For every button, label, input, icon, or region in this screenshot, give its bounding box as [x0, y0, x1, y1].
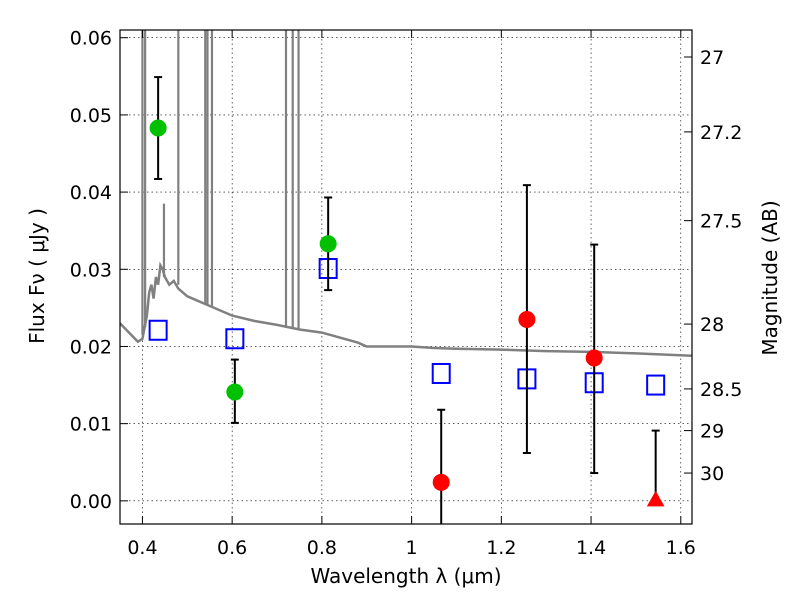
observed-flux-marker [149, 119, 167, 137]
observed-flux-marker [226, 383, 244, 401]
x-tick-label: 0.4 [127, 537, 157, 559]
y-tick-label: 0.01 [70, 414, 112, 436]
axis-ticks: 0.4 0.6 0.8 1 1.2 1.4 1.6 0.00 0.01 0.02 0.03 0.04 0… [70, 28, 743, 559]
grid-lines [120, 30, 692, 524]
model-spectrum [120, 30, 692, 357]
right-tick-label: 27.5 [700, 211, 742, 233]
model-square-marker [646, 374, 666, 396]
y-tick-label: 0.05 [70, 105, 112, 127]
y-tick-label: 0.06 [70, 28, 112, 50]
y-tick-label: 0.04 [70, 182, 112, 204]
upper-limit-triangle-marker [646, 490, 665, 507]
x-axis-label: Wavelength λ (μm) [310, 564, 501, 588]
y-axis-label: Flux Fν ( μJy ) [25, 208, 49, 344]
y-tick-label: 0.02 [70, 336, 112, 358]
x-tick-label: 1.6 [666, 537, 696, 559]
x-tick-label: 1 [406, 537, 418, 559]
observed-flux-marker [432, 473, 450, 491]
data-markers [148, 76, 666, 524]
right-axis-label: Magnitude (AB) [758, 200, 782, 355]
x-tick-label: 1.2 [486, 537, 516, 559]
observed-flux-marker [585, 349, 603, 367]
observed-flux-marker [518, 310, 536, 328]
plot-area-frame [119, 29, 693, 525]
observed-flux-marker [319, 235, 337, 253]
x-tick-label: 1.4 [576, 537, 606, 559]
x-tick-label: 0.8 [307, 537, 337, 559]
right-tick-label: 27 [700, 47, 724, 69]
y-tick-label: 0.00 [70, 491, 112, 513]
right-tick-label: 28 [700, 314, 724, 336]
x-tick-label: 0.6 [217, 537, 247, 559]
right-tick-label: 28.5 [700, 379, 742, 401]
right-tick-label: 27.2 [700, 122, 742, 144]
model-square-marker [225, 328, 245, 350]
right-tick-label: 29 [700, 421, 724, 443]
y-tick-label: 0.03 [70, 259, 112, 281]
model-square-marker [148, 319, 168, 341]
model-square-marker [431, 362, 451, 384]
right-tick-label: 30 [700, 463, 724, 485]
